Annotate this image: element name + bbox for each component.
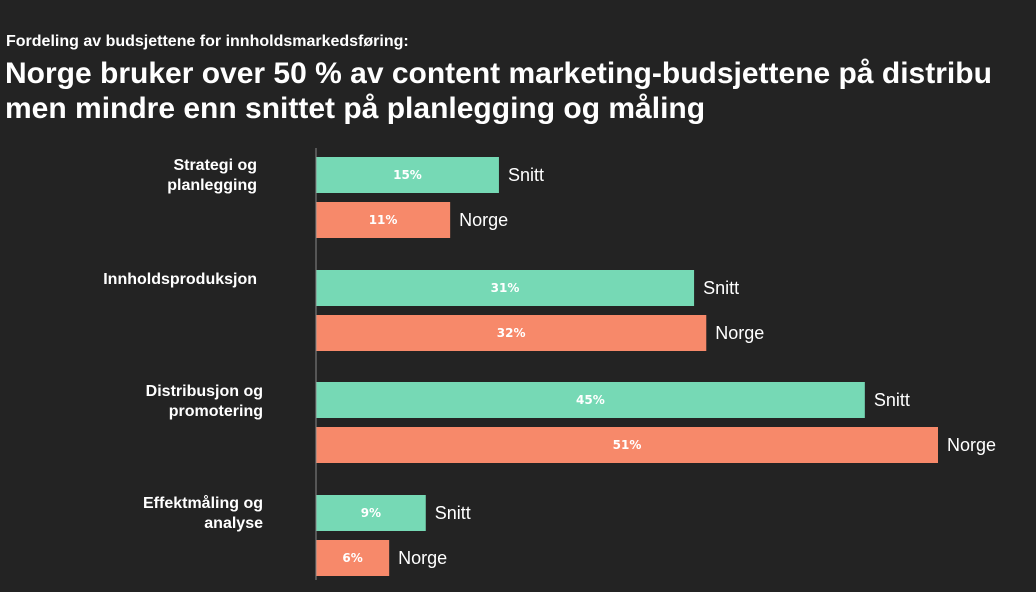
bar-snitt-1: [316, 270, 695, 306]
series-label-snitt-2: Snitt: [874, 390, 910, 410]
bar-value-label-snitt-3: 9%: [361, 506, 381, 520]
series-label-snitt-1: Snitt: [703, 278, 739, 298]
bar-value-label-snitt-1: 31%: [491, 281, 520, 295]
category-label-innholdsproduksjon: Innholdsproduksjon: [103, 271, 257, 288]
category-label-effektmaling: Effektmåling og analyse: [142, 495, 263, 532]
category-label-strategi: Strategi og planlegging: [167, 157, 257, 194]
series-label-norge-2: Norge: [947, 435, 996, 455]
chart-title: Norge bruker over 50 % av content market…: [5, 56, 992, 126]
series-label-snitt-3: Snitt: [435, 503, 471, 523]
series-label-norge-3: Norge: [398, 548, 447, 568]
bar-snitt-3: [316, 495, 426, 531]
bar-value-label-snitt-0: 15%: [393, 168, 422, 182]
bar-snitt-0: [316, 157, 499, 193]
series-label-norge-1: Norge: [715, 323, 764, 343]
bar-norge-0: [316, 202, 451, 238]
category-label-distribusjon: Distribusjon og promotering: [145, 383, 263, 420]
bar-norge-1: [316, 315, 707, 351]
bar-value-label-norge-2: 51%: [613, 438, 642, 452]
bar-snitt-2: [316, 382, 865, 418]
bar-value-label-norge-0: 11%: [369, 213, 398, 227]
series-label-snitt-0: Snitt: [508, 165, 544, 185]
chart-title-line-2: men mindre enn snittet på planlegging og…: [5, 92, 706, 125]
chart-subtitle: Fordeling av budsjettene for innholdsmar…: [6, 33, 409, 50]
bar-value-label-norge-3: 6%: [342, 551, 362, 565]
bar-value-label-snitt-2: 45%: [576, 393, 605, 407]
bar-norge-2: [316, 427, 938, 463]
bar-norge-3: [316, 540, 390, 576]
bar-value-label-norge-1: 32%: [497, 326, 526, 340]
chart-title-line-1: Norge bruker over 50 % av content market…: [5, 57, 992, 90]
series-label-norge-0: Norge: [459, 210, 508, 230]
